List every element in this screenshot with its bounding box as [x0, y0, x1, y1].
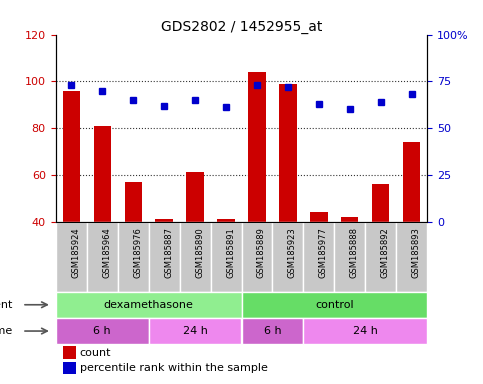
Bar — [303, 318, 427, 344]
Text: 6 h: 6 h — [93, 326, 111, 336]
Text: GSM185923: GSM185923 — [288, 227, 297, 278]
Bar — [280, 84, 297, 222]
Text: GSM185924: GSM185924 — [71, 227, 80, 278]
Bar — [366, 222, 397, 291]
Title: GDS2802 / 1452955_at: GDS2802 / 1452955_at — [161, 20, 322, 33]
Bar — [180, 222, 211, 291]
Bar — [94, 126, 111, 222]
Bar — [372, 184, 389, 222]
Bar — [311, 212, 327, 222]
Text: GSM185977: GSM185977 — [319, 227, 328, 278]
Bar — [63, 362, 76, 374]
Bar — [63, 346, 76, 359]
Bar — [156, 219, 172, 222]
Text: percentile rank within the sample: percentile rank within the sample — [80, 362, 268, 372]
Text: GSM185893: GSM185893 — [412, 227, 421, 278]
Text: GSM185887: GSM185887 — [164, 227, 173, 278]
Text: 24 h: 24 h — [353, 326, 378, 336]
Text: GSM185976: GSM185976 — [133, 227, 142, 278]
Text: GSM185964: GSM185964 — [102, 227, 111, 278]
Text: GSM185890: GSM185890 — [195, 227, 204, 278]
Text: 24 h: 24 h — [183, 326, 208, 336]
Bar — [211, 222, 242, 291]
Text: agent: agent — [0, 300, 13, 310]
Text: GSM185891: GSM185891 — [226, 227, 235, 278]
Text: dexamethasone: dexamethasone — [103, 300, 194, 310]
Text: control: control — [315, 300, 354, 310]
Text: time: time — [0, 326, 13, 336]
Text: GSM185888: GSM185888 — [350, 227, 359, 278]
Bar — [403, 142, 421, 222]
Bar — [86, 222, 117, 291]
Bar — [125, 182, 142, 222]
Bar — [56, 318, 149, 344]
Bar — [56, 222, 86, 291]
Text: GSM185889: GSM185889 — [257, 227, 266, 278]
Bar — [334, 222, 366, 291]
Bar — [242, 291, 427, 318]
Bar — [341, 217, 358, 222]
Text: 6 h: 6 h — [264, 326, 281, 336]
Bar — [117, 222, 149, 291]
Bar — [149, 222, 180, 291]
Bar — [62, 91, 80, 222]
Bar — [248, 72, 266, 222]
Text: count: count — [80, 348, 111, 358]
Bar — [242, 222, 272, 291]
Bar — [149, 318, 242, 344]
Bar — [272, 222, 303, 291]
Bar — [186, 172, 203, 222]
Bar — [303, 222, 334, 291]
Text: GSM185892: GSM185892 — [381, 227, 390, 278]
Bar — [397, 222, 427, 291]
Bar — [242, 318, 303, 344]
Bar — [217, 219, 235, 222]
Bar — [56, 291, 242, 318]
